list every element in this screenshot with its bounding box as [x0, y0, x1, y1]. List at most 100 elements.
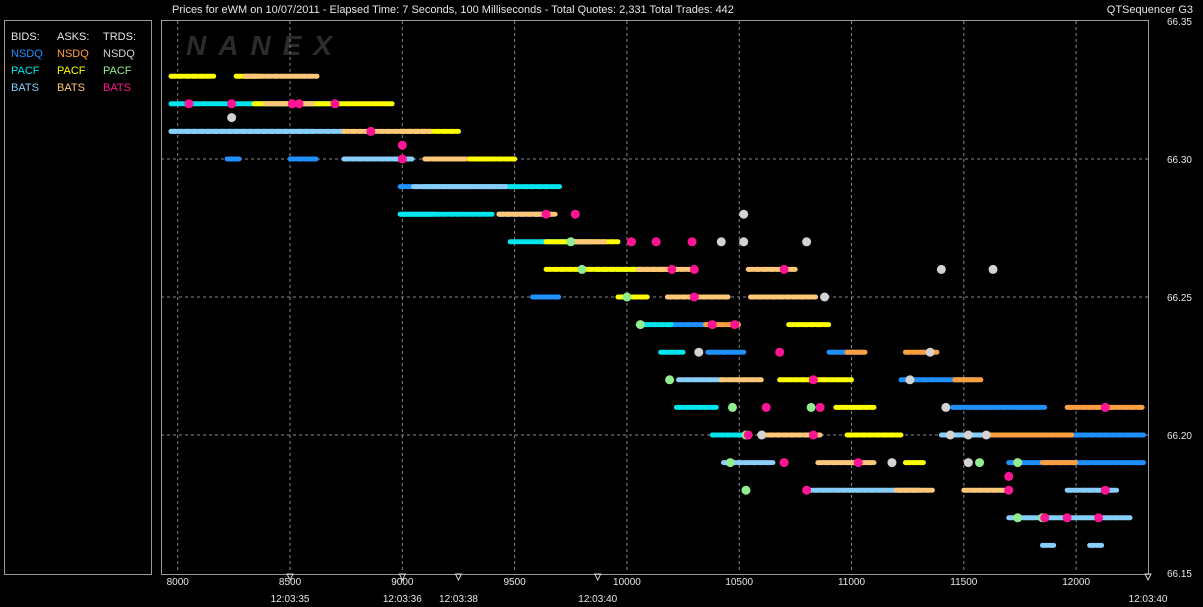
trade-point: [1100, 402, 1110, 412]
y-tick-label: 66.20: [1167, 431, 1192, 442]
legend-bids-pacf: PACF: [11, 65, 40, 77]
trade-point: [725, 458, 735, 468]
legend-trades: TRDS: NSDQ PACF BATS: [103, 29, 136, 97]
trade-point: [963, 458, 973, 468]
x-tick-label: 11500: [950, 577, 978, 588]
trade-point: [626, 237, 636, 247]
trade-point: [227, 113, 237, 123]
trade-point: [184, 99, 194, 109]
trade-point: [941, 402, 951, 412]
trade-point: [981, 430, 991, 440]
time-marker: [398, 573, 407, 582]
x-tick-label: 12000: [1062, 577, 1090, 588]
x-tick-label: 9500: [504, 577, 527, 588]
trade-point: [651, 237, 661, 247]
x-tick-label: 8500: [279, 577, 302, 588]
y-tick-label: 66.15: [1167, 569, 1192, 580]
trade-point: [687, 237, 697, 247]
trade-point: [887, 458, 897, 468]
time-label: 12:03:36: [383, 594, 422, 605]
trade-point: [1013, 458, 1023, 468]
trade-point: [1004, 485, 1014, 495]
trade-point: [761, 402, 771, 412]
trade-point: [1100, 485, 1110, 495]
trade-point: [366, 126, 376, 136]
trade-point: [227, 99, 237, 109]
trade-point: [1013, 513, 1023, 523]
trade-point: [741, 485, 751, 495]
trade-point: [330, 99, 340, 109]
time-label: 12:03:38: [439, 594, 478, 605]
legend-trades-bats: BATS: [103, 82, 131, 94]
trade-point: [689, 292, 699, 302]
trade-point: [577, 264, 587, 274]
trade-point: [779, 264, 789, 274]
trade-point: [397, 140, 407, 150]
time-marker: [454, 573, 463, 582]
trade-point: [945, 430, 955, 440]
time-marker: [286, 573, 294, 582]
legend-trades-nsdq: NSDQ: [103, 48, 135, 60]
trade-point: [820, 292, 830, 302]
trade-point: [975, 458, 985, 468]
time-label: 12:03:35: [271, 594, 310, 605]
trade-point: [694, 347, 704, 357]
trade-point: [294, 99, 304, 109]
trade-point: [1040, 513, 1050, 523]
trade-point: [1004, 471, 1014, 481]
trade-point: [1094, 513, 1104, 523]
y-tick-label: 66.30: [1167, 155, 1192, 166]
trade-point: [815, 402, 825, 412]
time-marker: [1144, 573, 1152, 582]
nanex-watermark: NANEX: [186, 30, 345, 61]
trade-point: [806, 402, 816, 412]
trade-point: [397, 154, 407, 164]
trade-point: [925, 347, 935, 357]
x-tick-label: 8000: [167, 577, 190, 588]
trade-point: [743, 430, 753, 440]
trade-point: [963, 430, 973, 440]
trade-point: [566, 237, 576, 247]
legend-asks-pacf: PACF: [57, 65, 86, 77]
x-tick-label: 11000: [838, 577, 866, 588]
time-marker: [593, 573, 602, 582]
trade-point: [739, 237, 749, 247]
trade-point: [808, 375, 818, 385]
legend-bids-bats: BATS: [11, 82, 39, 94]
trade-point: [689, 264, 699, 274]
trade-point: [853, 458, 863, 468]
legend-asks-bats: BATS: [57, 82, 85, 94]
trade-point: [622, 292, 632, 302]
trade-point: [936, 264, 946, 274]
trade-point: [716, 237, 726, 247]
trade-point: [707, 320, 717, 330]
legend-trades-heading: TRDS:: [103, 31, 136, 43]
time-label: 12:03:40: [1129, 594, 1168, 605]
trade-point: [739, 209, 749, 219]
trade-point: [287, 99, 297, 109]
legend-trades-pacf: PACF: [103, 65, 132, 77]
legend-panel: BIDS: NSDQ PACF BATS ASKS: NSDQ PACF BAT…: [4, 20, 152, 575]
legend-bids-nsdq: NSDQ: [11, 48, 43, 60]
y-tick-label: 66.35: [1167, 17, 1192, 28]
legend-bids-heading: BIDS:: [11, 31, 40, 43]
chart-title: Prices for eWM on 10/07/2011 - Elapsed T…: [172, 4, 734, 16]
trade-point: [988, 264, 998, 274]
trade-point: [1062, 513, 1072, 523]
trade-point: [775, 347, 785, 357]
x-tick-label: 9000: [391, 577, 414, 588]
trade-point: [727, 402, 737, 412]
trade-point: [730, 320, 740, 330]
legend-asks-heading: ASKS:: [57, 31, 90, 43]
trade-point: [541, 209, 551, 219]
y-tick-label: 66.25: [1167, 293, 1192, 304]
trade-point: [802, 485, 812, 495]
trade-point: [665, 375, 675, 385]
chart-header: Prices for eWM on 10/07/2011 - Elapsed T…: [0, 0, 1203, 20]
trade-point: [808, 430, 818, 440]
trade-point: [905, 375, 915, 385]
trade-point: [667, 264, 677, 274]
app-name: QTSequencer G3: [1106, 4, 1193, 16]
x-tick-label: 10500: [725, 577, 753, 588]
